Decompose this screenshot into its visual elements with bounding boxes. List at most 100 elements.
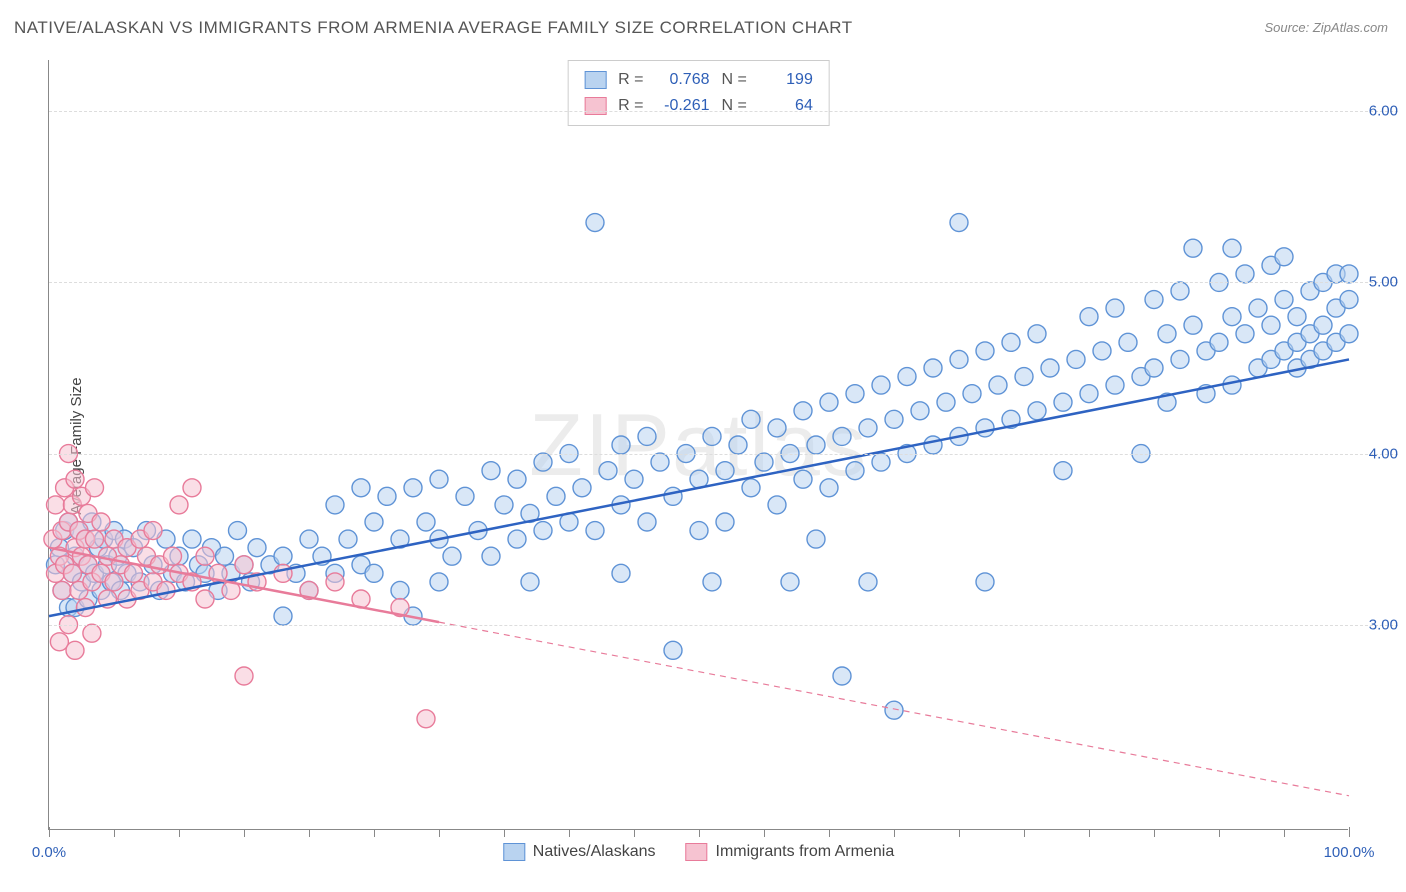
point-natives	[924, 359, 942, 377]
point-natives	[794, 402, 812, 420]
point-natives	[1288, 308, 1306, 326]
point-natives	[885, 410, 903, 428]
point-natives	[638, 513, 656, 531]
point-natives	[768, 419, 786, 437]
point-natives	[1054, 462, 1072, 480]
point-natives	[807, 530, 825, 548]
point-natives	[859, 573, 877, 591]
point-natives	[1158, 325, 1176, 343]
xtick-major	[49, 827, 50, 837]
point-natives	[937, 393, 955, 411]
point-natives	[326, 496, 344, 514]
xtick	[114, 829, 115, 837]
point-natives	[482, 462, 500, 480]
point-natives	[1145, 291, 1163, 309]
point-natives	[859, 419, 877, 437]
xtick	[764, 829, 765, 837]
point-natives	[495, 496, 513, 514]
gridline	[49, 625, 1398, 626]
xtick	[1284, 829, 1285, 837]
point-natives	[443, 547, 461, 565]
point-natives	[599, 462, 617, 480]
legend-label-armenia: Immigrants from Armenia	[716, 843, 895, 861]
point-natives	[482, 547, 500, 565]
xtick	[179, 829, 180, 837]
point-natives	[1145, 359, 1163, 377]
xtick-major	[1349, 827, 1350, 837]
swatch-natives	[503, 843, 525, 861]
xtick	[1089, 829, 1090, 837]
legend-item-armenia: Immigrants from Armenia	[686, 843, 895, 861]
point-natives	[794, 470, 812, 488]
point-natives	[534, 453, 552, 471]
r-value-natives: 0.768	[652, 71, 710, 89]
point-natives	[339, 530, 357, 548]
gridline	[49, 282, 1398, 283]
ytick-label: 4.00	[1369, 445, 1398, 462]
point-armenia	[170, 496, 188, 514]
point-natives	[352, 479, 370, 497]
legend-label-natives: Natives/Alaskans	[533, 843, 656, 861]
point-natives	[1171, 282, 1189, 300]
point-natives	[729, 436, 747, 454]
xtick	[959, 829, 960, 837]
point-natives	[872, 453, 890, 471]
point-natives	[1236, 325, 1254, 343]
point-natives	[664, 487, 682, 505]
point-natives	[508, 470, 526, 488]
point-armenia	[326, 573, 344, 591]
ytick-label: 6.00	[1369, 103, 1398, 120]
point-natives	[365, 564, 383, 582]
point-natives	[742, 410, 760, 428]
chart-title: NATIVE/ALASKAN VS IMMIGRANTS FROM ARMENI…	[14, 18, 853, 38]
point-natives	[1028, 402, 1046, 420]
point-armenia	[235, 556, 253, 574]
stats-legend-box: R = 0.768 N = 199 R = -0.261 N = 64	[567, 60, 830, 126]
ytick-label: 3.00	[1369, 616, 1398, 633]
point-natives	[508, 530, 526, 548]
point-natives	[846, 462, 864, 480]
point-natives	[391, 581, 409, 599]
point-natives	[885, 701, 903, 719]
point-natives	[833, 427, 851, 445]
point-natives	[404, 479, 422, 497]
trend-natives	[49, 359, 1349, 616]
xtick	[634, 829, 635, 837]
point-natives	[1184, 316, 1202, 334]
n-label: N =	[722, 71, 747, 89]
scatter-svg	[49, 60, 1348, 829]
point-natives	[976, 342, 994, 360]
point-natives	[1262, 316, 1280, 334]
point-natives	[872, 376, 890, 394]
xtick	[244, 829, 245, 837]
point-armenia	[53, 581, 71, 599]
point-natives	[703, 427, 721, 445]
xtick-label: 100.0%	[1324, 844, 1375, 861]
point-armenia	[183, 479, 201, 497]
point-natives	[521, 573, 539, 591]
point-armenia	[86, 479, 104, 497]
point-natives	[378, 487, 396, 505]
point-natives	[1067, 350, 1085, 368]
point-natives	[1093, 342, 1111, 360]
point-natives	[183, 530, 201, 548]
stats-row-armenia: R = -0.261 N = 64	[584, 93, 813, 119]
point-natives	[755, 453, 773, 471]
r-label: R =	[618, 71, 643, 89]
point-natives	[846, 385, 864, 403]
xtick	[569, 829, 570, 837]
point-natives	[976, 573, 994, 591]
source-label: Source: ZipAtlas.com	[1264, 20, 1388, 35]
point-natives	[229, 522, 247, 540]
point-natives	[976, 419, 994, 437]
point-armenia	[105, 573, 123, 591]
point-natives	[807, 436, 825, 454]
point-natives	[1340, 265, 1358, 283]
point-natives	[456, 487, 474, 505]
xtick	[1024, 829, 1025, 837]
point-natives	[274, 547, 292, 565]
point-natives	[742, 479, 760, 497]
xtick	[699, 829, 700, 837]
point-natives	[989, 376, 1007, 394]
swatch-armenia	[686, 843, 708, 861]
